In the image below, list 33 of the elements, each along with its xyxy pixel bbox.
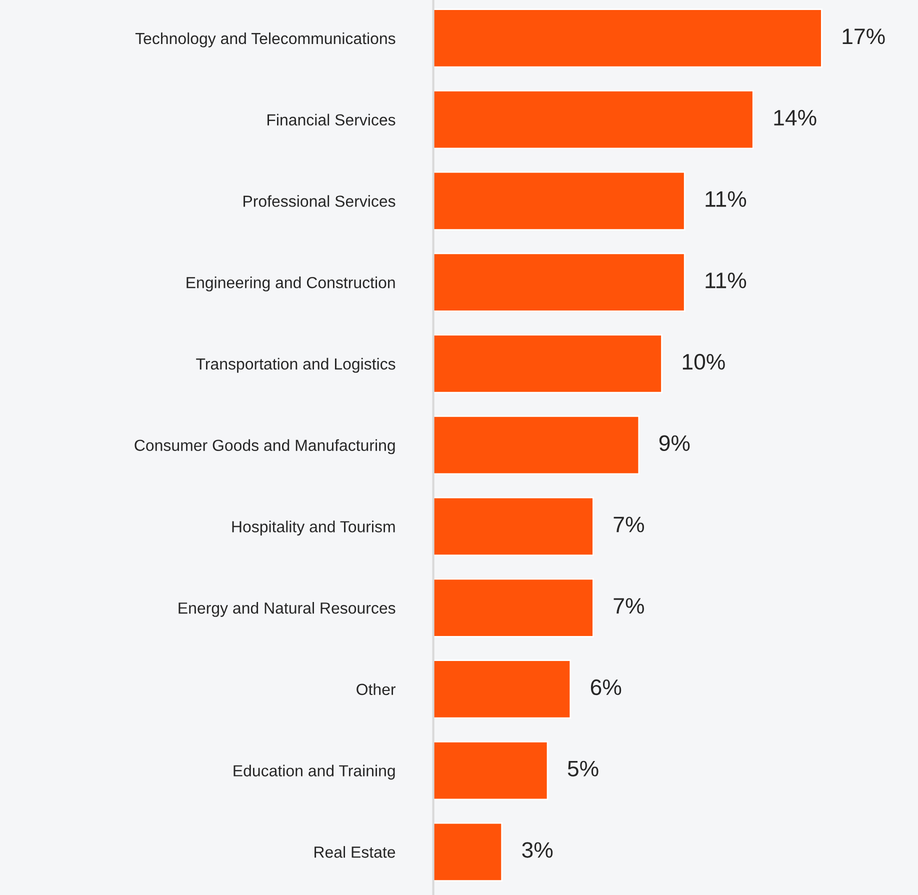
- data-label: 3%: [522, 842, 553, 858]
- data-label: 11%: [706, 191, 746, 207]
- bar: [433, 171, 686, 231]
- y-tick-label: Hospitality and Tourism: [232, 520, 395, 536]
- bar: [433, 496, 594, 556]
- y-tick-label: Financial Services: [268, 114, 396, 126]
- data-label: 9%: [659, 435, 690, 452]
- data-label: 10%: [682, 354, 725, 370]
- bar: [433, 415, 640, 475]
- y-tick-label: Energy and Natural Resources: [178, 602, 396, 617]
- bar: [433, 252, 686, 312]
- y-tick-label: Real Estate: [314, 846, 396, 858]
- bar: [433, 90, 754, 150]
- data-label: 17%: [842, 28, 885, 44]
- y-tick-label: Engineering and Construction: [186, 276, 395, 292]
- bar: [433, 8, 822, 68]
- bar: [433, 740, 548, 800]
- y-tick-label: Professional Services: [244, 195, 396, 207]
- data-label: 7%: [614, 598, 644, 614]
- bar: [433, 578, 594, 638]
- data-label: 7%: [614, 516, 644, 532]
- bar: [433, 334, 662, 394]
- data-label: 11%: [706, 272, 746, 288]
- y-tick-label: Education and Training: [234, 764, 395, 780]
- y-tick-label: Transportation and Logistics: [196, 358, 396, 373]
- data-label: 5%: [568, 760, 598, 776]
- data-label: 6%: [590, 679, 622, 696]
- bar: [433, 822, 503, 882]
- bar: [433, 660, 572, 719]
- y-tick-label: Consumer Goods and Manufacturing: [134, 439, 395, 454]
- y-tick-label: Other: [356, 683, 396, 696]
- y-tick-label: Technology and Telecommunications: [135, 32, 396, 48]
- data-label: 14%: [774, 110, 816, 126]
